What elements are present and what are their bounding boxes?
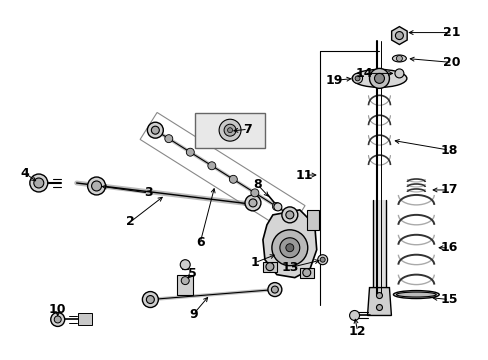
Circle shape — [142, 292, 158, 307]
Circle shape — [147, 122, 163, 138]
Bar — [372, 200, 386, 288]
Circle shape — [248, 199, 256, 207]
Circle shape — [273, 203, 281, 211]
Circle shape — [180, 260, 190, 270]
Circle shape — [151, 126, 159, 134]
Circle shape — [271, 230, 307, 266]
Text: 5: 5 — [187, 267, 196, 280]
Polygon shape — [367, 288, 390, 315]
Circle shape — [91, 181, 102, 191]
Circle shape — [186, 148, 194, 156]
Text: 16: 16 — [440, 241, 457, 254]
Circle shape — [146, 296, 154, 303]
Text: 1: 1 — [250, 256, 259, 269]
Circle shape — [281, 207, 297, 223]
Circle shape — [219, 119, 241, 141]
Circle shape — [394, 69, 403, 78]
Circle shape — [354, 76, 359, 81]
Bar — [306, 210, 318, 230]
Text: 9: 9 — [188, 308, 197, 321]
Circle shape — [181, 276, 189, 285]
Polygon shape — [391, 27, 407, 45]
Text: 17: 17 — [440, 184, 457, 197]
Text: 6: 6 — [196, 236, 204, 249]
Circle shape — [164, 135, 172, 143]
Bar — [177, 275, 193, 294]
Circle shape — [396, 55, 402, 62]
Text: 15: 15 — [440, 293, 457, 306]
Circle shape — [87, 177, 105, 195]
Circle shape — [224, 124, 236, 136]
Circle shape — [352, 73, 362, 84]
Circle shape — [369, 68, 388, 88]
Text: 13: 13 — [281, 261, 298, 274]
Text: 11: 11 — [295, 168, 313, 181]
Circle shape — [229, 175, 237, 183]
Circle shape — [227, 128, 232, 133]
Circle shape — [302, 269, 310, 276]
Bar — [78, 314, 91, 325]
Circle shape — [349, 310, 359, 320]
Circle shape — [265, 263, 273, 271]
Ellipse shape — [393, 291, 438, 298]
Circle shape — [250, 189, 258, 197]
Ellipse shape — [351, 69, 406, 87]
Text: 10: 10 — [49, 303, 66, 316]
Circle shape — [267, 283, 281, 297]
Text: 3: 3 — [144, 186, 152, 199]
Circle shape — [30, 174, 48, 192]
Circle shape — [285, 211, 293, 219]
Text: 8: 8 — [253, 179, 262, 192]
Circle shape — [376, 293, 382, 298]
Circle shape — [271, 286, 278, 293]
Text: 20: 20 — [443, 56, 460, 69]
Bar — [263, 262, 276, 272]
Circle shape — [244, 195, 261, 211]
Bar — [299, 268, 313, 278]
Text: 7: 7 — [243, 123, 252, 136]
Ellipse shape — [392, 55, 406, 62]
Circle shape — [272, 202, 280, 210]
Text: 21: 21 — [443, 26, 460, 39]
Text: 4: 4 — [20, 167, 29, 180]
Circle shape — [54, 316, 61, 323]
Circle shape — [285, 244, 293, 252]
Circle shape — [317, 255, 327, 265]
Circle shape — [279, 238, 299, 258]
Text: 2: 2 — [126, 215, 135, 228]
Circle shape — [51, 312, 64, 327]
Circle shape — [376, 305, 382, 310]
Bar — [195, 113, 264, 148]
Text: 18: 18 — [440, 144, 457, 157]
Circle shape — [320, 257, 325, 262]
Bar — [140, 112, 305, 233]
Text: 19: 19 — [325, 74, 343, 87]
Circle shape — [374, 73, 384, 84]
Polygon shape — [263, 210, 316, 278]
Circle shape — [207, 162, 215, 170]
Circle shape — [395, 32, 403, 40]
Text: 14: 14 — [355, 67, 372, 80]
Ellipse shape — [396, 292, 435, 297]
Circle shape — [34, 178, 44, 188]
Text: 12: 12 — [348, 325, 366, 338]
